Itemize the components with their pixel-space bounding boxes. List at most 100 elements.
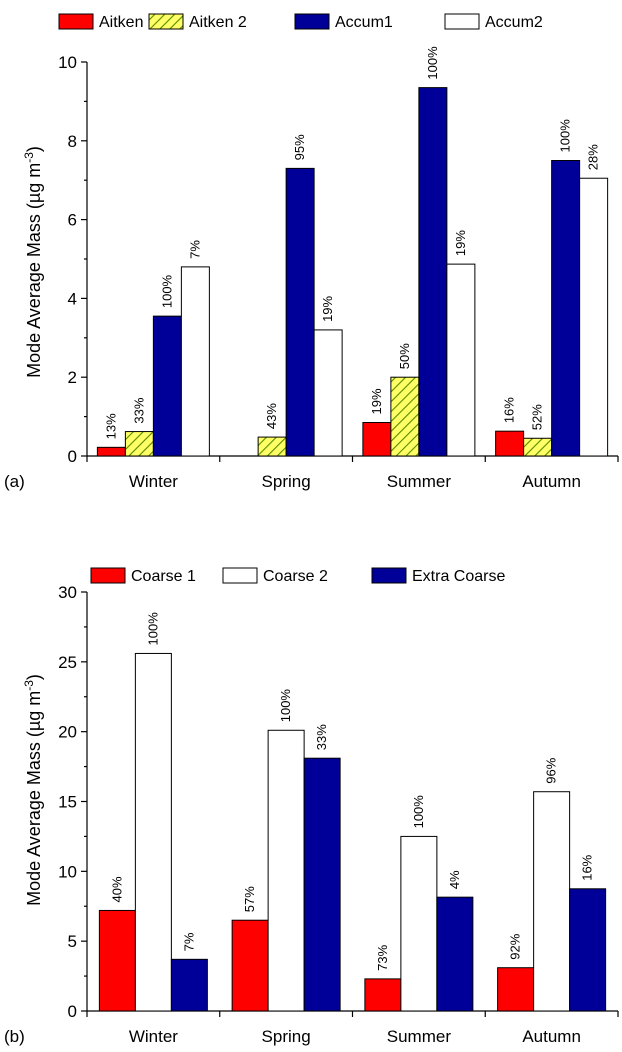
chart-a-bar-aitken-2-autumn: [523, 437, 553, 457]
chart-a-bar-accum1-spring: [285, 167, 315, 457]
chart-b-legend-label-coarse-1: Coarse 1: [131, 568, 196, 585]
chart-b-legend-label-extra-coarse: Extra Coarse: [412, 568, 505, 585]
chart-a-bar-label-accum1-autumn: 100%: [558, 119, 573, 153]
chart-b-bar-coarse-1-summer: [364, 978, 402, 1012]
chart-b-bar-coarse-2-summer: [400, 835, 438, 1012]
chart-a-bar-label-aitken-2-autumn: 52%: [530, 404, 545, 430]
chart-a-bar-aitken-1-winter: [96, 446, 126, 457]
chart-b-legend-label-coarse-2: Coarse 2: [263, 568, 328, 585]
chart-b-bar-label-extra-coarse-spring: 33%: [314, 724, 329, 750]
chart-a-bar-accum2-summer: [446, 263, 476, 457]
chart-b-bar-label-extra-coarse-summer: 4%: [447, 870, 462, 889]
chart-a-bar-label-aitken-2-winter: 33%: [131, 397, 146, 423]
chart-b-legend-swatch-coarse-1: [90, 567, 126, 584]
chart-a-category-label-winter: Winter: [129, 472, 178, 491]
chart-b-bar-label-extra-coarse-winter: 7%: [181, 932, 196, 951]
chart-b-bar-coarse-1-spring: [231, 919, 269, 1012]
chart-b-bar-label-coarse-2-autumn: 96%: [544, 757, 559, 783]
chart-b-category-label-summer: Summer: [387, 1027, 452, 1046]
chart-b-y-tick-label: 25: [58, 653, 77, 672]
chart-a-legend-swatch-accum2: [444, 13, 480, 30]
chart-a-bar-aitken-1-summer: [362, 422, 392, 457]
chart-b-y-tick-label: 20: [58, 723, 77, 742]
chart-b-bar-coarse-2-winter: [134, 652, 172, 1012]
chart-a-y-tick-label: 2: [68, 368, 77, 387]
chart-a-bar-aitken-2-winter: [124, 431, 154, 457]
chart-a-bar-label-accum2-winter: 7%: [187, 240, 202, 259]
chart-b-category-label-autumn: Autumn: [522, 1027, 581, 1046]
chart-a-bar-accum1-summer: [418, 87, 448, 457]
chart-b-legend-swatch-extra-coarse: [371, 567, 407, 584]
chart-b-bar-coarse-1-winter: [98, 909, 136, 1012]
chart-a-bar-label-aitken-2-spring: 43%: [264, 403, 279, 429]
chart-a-legend-label-accum1: Accum1: [335, 14, 393, 31]
chart-b-bar-label-coarse-1-summer: 73%: [375, 944, 390, 970]
chart-a-panel-label: (a): [4, 472, 25, 491]
chart-a-legend-swatch-aitken-2: [148, 13, 184, 30]
chart-b-bar-extra-coarse-spring: [303, 757, 341, 1012]
chart-b-category-label-winter: Winter: [129, 1027, 178, 1046]
chart-a-bar-label-accum1-summer: 100%: [425, 46, 440, 80]
chart-b-category-label-spring: Spring: [262, 1027, 311, 1046]
chart-b-bar-coarse-1-autumn: [497, 967, 535, 1012]
chart-a-y-axis-title: Mode Average Mass (µg m-3): [22, 146, 44, 378]
chart-a-legend: Aitken 1 Aitken 2 Accum1 Accum2: [58, 13, 543, 31]
chart-b-bar-label-coarse-2-spring: 100%: [278, 689, 293, 723]
chart-a-category-label-spring: Spring: [262, 472, 311, 491]
chart-b-bar-extra-coarse-summer: [436, 896, 474, 1012]
chart-b-y-tick-label: 10: [58, 862, 77, 881]
chart-b-bar-label-coarse-1-spring: 57%: [242, 886, 257, 912]
chart-a-y-tick-label: 10: [58, 53, 77, 72]
chart-a-category-label-autumn: Autumn: [522, 472, 581, 491]
chart-b-y-tick-label: 0: [68, 1002, 77, 1021]
chart-a-bar-label-aitken-2-summer: 50%: [397, 343, 412, 369]
chart-b-bar-extra-coarse-winter: [170, 958, 208, 1012]
chart-a-legend-label-aitken-2: Aitken 2: [189, 14, 247, 31]
chart-b-legend-swatch-coarse-2: [222, 567, 258, 584]
chart-b: Coarse 1 Coarse 2 Extra Coarse Mode Averag…: [4, 567, 619, 1046]
chart-a-legend-swatch-aitken-1: [58, 13, 94, 30]
chart-b-bar-label-coarse-2-summer: 100%: [411, 795, 426, 829]
chart-a-category-label-summer: Summer: [387, 472, 452, 491]
chart-a-bar-label-aitken-1-summer: 19%: [369, 388, 384, 414]
chart-a-y-tick-label: 0: [68, 447, 77, 466]
chart-a-legend-label-accum2: Accum2: [485, 14, 543, 31]
chart-b-y-tick-label: 15: [58, 793, 77, 812]
chart-b-bar-label-coarse-1-autumn: 92%: [508, 933, 523, 959]
chart-a-bar-label-accum1-winter: 100%: [159, 274, 174, 308]
chart-b-bar-coarse-2-spring: [267, 729, 305, 1012]
chart-b-panel-label: (b): [4, 1027, 25, 1046]
chart-a-bar-accum2-winter: [180, 266, 210, 457]
chart-b-bar-label-coarse-2-winter: 100%: [145, 612, 160, 646]
chart-b-bar-coarse-2-autumn: [533, 791, 571, 1012]
chart-a-bar-label-accum2-spring: 19%: [320, 295, 335, 321]
chart-a-bar-accum1-autumn: [551, 160, 581, 457]
chart-a-bar-accum2-autumn: [579, 177, 609, 457]
chart-a-bar-aitken-2-summer: [390, 376, 420, 457]
chart-a-y-tick-label: 8: [68, 132, 77, 151]
chart-a-bar-label-aitken-1-autumn: 16%: [502, 397, 517, 423]
chart-b-y-tick-label: 30: [58, 583, 77, 602]
chart-a-legend-swatch-accum1: [294, 13, 330, 30]
chart-a: Aitken 1 Aitken 2 Accum1 Accum2 Mode Averag…: [4, 13, 619, 491]
chart-a-bar-aitken-1-autumn: [495, 430, 525, 457]
chart-a-bar-label-aitken-1-winter: 13%: [103, 413, 118, 439]
chart-a-plot: 0 2 4 6 8 10 Winter 13% 33% 100% 7% Spring 43% 95% 19%…: [58, 46, 619, 491]
chart-a-bar-label-accum1-spring: 95%: [292, 134, 307, 160]
chart-a-bar-label-accum2-summer: 19%: [453, 230, 468, 256]
chart-a-bar-aitken-2-spring: [257, 436, 287, 457]
chart-a-bar-label-accum2-autumn: 28%: [586, 144, 601, 170]
chart-a-legend-label-aitken-1: Aitken 1: [99, 14, 157, 31]
chart-a-y-tick-label: 6: [68, 211, 77, 230]
chart-b-y-tick-label: 5: [68, 932, 77, 951]
chart-b-plot: 0 5 10 15 20 25 30 Winter 40% 100% 7% Spring 57% 100%…: [58, 583, 619, 1046]
chart-a-bar-accum1-winter: [152, 315, 182, 457]
chart-b-bar-label-extra-coarse-autumn: 16%: [580, 854, 595, 880]
chart-b-bar-extra-coarse-autumn: [569, 888, 607, 1012]
chart-a-bar-accum2-spring: [313, 329, 343, 457]
chart-b-legend: Coarse 1 Coarse 2 Extra Coarse: [90, 567, 505, 585]
chart-a-y-tick-label: 4: [68, 289, 77, 308]
chart-b-y-axis-title: Mode Average Mass (µg m-3): [22, 674, 44, 906]
chart-b-bar-label-coarse-1-winter: 40%: [109, 876, 124, 902]
